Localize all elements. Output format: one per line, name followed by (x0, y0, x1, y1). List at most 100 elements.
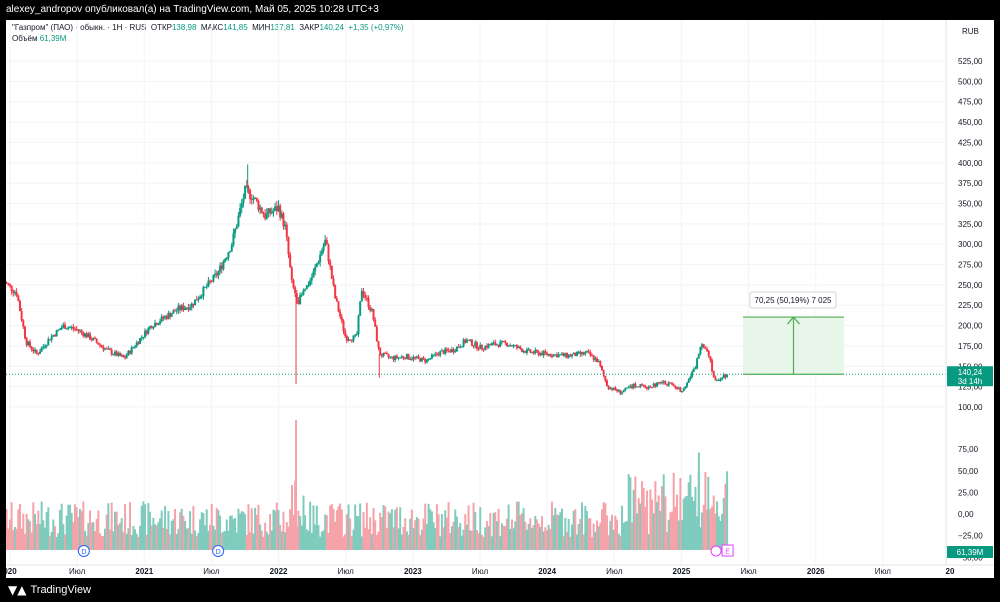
candle-body (439, 351, 442, 356)
candle-body (329, 261, 332, 266)
candle-body (20, 310, 23, 321)
price-tick-label: 375,00 (958, 179, 983, 188)
volume-bar (382, 505, 385, 550)
volume-bar (490, 536, 493, 550)
price-tick-label: 475,00 (958, 98, 983, 107)
volume-bar (524, 521, 527, 550)
volume-tick-label: −25,00 (958, 532, 983, 541)
volume-bar (582, 534, 585, 550)
volume-bar (465, 524, 468, 550)
volume-bar (42, 520, 45, 550)
candle-body (190, 303, 193, 308)
candle-body (280, 213, 283, 218)
high-value: 141,85 (223, 23, 248, 32)
candle-body (402, 356, 405, 359)
candle-body (370, 308, 373, 311)
candle-body (661, 382, 664, 384)
volume-bar (499, 536, 502, 550)
candle-body (72, 326, 75, 329)
time-tick-label: 020 (6, 567, 17, 576)
candle-body (504, 341, 507, 343)
candle-body (394, 355, 397, 360)
candle-body (89, 333, 92, 340)
price-chart[interactable]: 70,25 (50,19%) 7 025 D D E RUB 100,00 125,00 1… (6, 20, 994, 578)
volume-bar (97, 510, 100, 550)
volume-bar (682, 498, 685, 550)
candle-body (192, 303, 195, 306)
candle-body (544, 351, 547, 353)
volume-bar (389, 513, 392, 550)
volume-bar (115, 511, 118, 550)
price-tick-label: 500,00 (958, 77, 983, 86)
candle-body (721, 378, 724, 380)
volume-bar (637, 498, 640, 550)
volume-bar (594, 531, 597, 550)
volume-bar (450, 526, 453, 550)
volume-bar (474, 512, 477, 550)
volume-bar (475, 530, 478, 550)
tradingview-logo[interactable]: ▼▲ TradingView (8, 578, 91, 602)
candle-body (262, 212, 265, 215)
candle-body (726, 375, 729, 378)
volume-bar (52, 519, 55, 550)
candle-body (422, 357, 425, 359)
volume-bar (117, 525, 120, 550)
volume-bar (179, 512, 182, 550)
volume-bar (342, 536, 345, 550)
price-tick-label: 275,00 (958, 261, 983, 270)
volume-bar (500, 523, 503, 550)
candle-body (651, 387, 654, 389)
volume-bar (335, 510, 338, 550)
candle-body (569, 354, 572, 357)
chart-frame[interactable]: "Газпром" (ПАО) · обыкн. · 1Н · RUS ОТКР… (6, 20, 994, 578)
candle-body (8, 284, 11, 286)
volume-bar (77, 517, 80, 550)
candle-body (60, 327, 63, 330)
candle-body (325, 239, 328, 245)
candle-body (589, 352, 592, 356)
candle-body (621, 392, 624, 394)
time-tick-label: Июл (740, 567, 757, 576)
candle-body (631, 385, 634, 388)
volume-bar (364, 527, 367, 550)
candle-body (671, 383, 674, 385)
volume-bar (92, 522, 95, 550)
time-tick-label: 2022 (270, 567, 288, 576)
candle-body (682, 388, 685, 392)
candle-body (147, 327, 150, 334)
volume-bar (522, 508, 525, 550)
candle-body (622, 390, 625, 393)
candle-body (429, 358, 432, 360)
candle-body (259, 207, 262, 210)
candle-body (344, 331, 347, 336)
symbol-name[interactable]: "Газпром" (ПАО) · обыкн. · 1Н · RUS (12, 23, 147, 32)
volume-bar (485, 520, 488, 550)
volume-bar (447, 502, 450, 550)
price-tick-label: 425,00 (958, 138, 983, 147)
volume-bar (377, 531, 380, 550)
volume-bar (542, 531, 545, 550)
candle-body (197, 298, 200, 301)
volume-bar (554, 507, 557, 550)
candle-body (279, 205, 282, 218)
volume-bar (417, 518, 420, 550)
candle-body (519, 346, 522, 349)
candle-body (30, 346, 33, 350)
volume-bar (614, 515, 617, 550)
brand-name: TradingView (30, 584, 92, 596)
volume-bar (709, 508, 712, 550)
volume-bar (162, 527, 165, 550)
volume-bar (63, 534, 66, 550)
volume-bar (540, 516, 543, 550)
volume-bar (719, 520, 722, 550)
candle-body (340, 316, 343, 321)
candle-body (449, 350, 452, 353)
volume-bar (344, 534, 347, 550)
volume-bar (150, 525, 153, 550)
volume-bar (167, 510, 170, 550)
candle-body (716, 380, 719, 382)
volume-bar (8, 519, 11, 550)
candle-body (227, 252, 230, 258)
volume-bar (140, 505, 143, 550)
time-tick-label: 2023 (404, 567, 422, 576)
